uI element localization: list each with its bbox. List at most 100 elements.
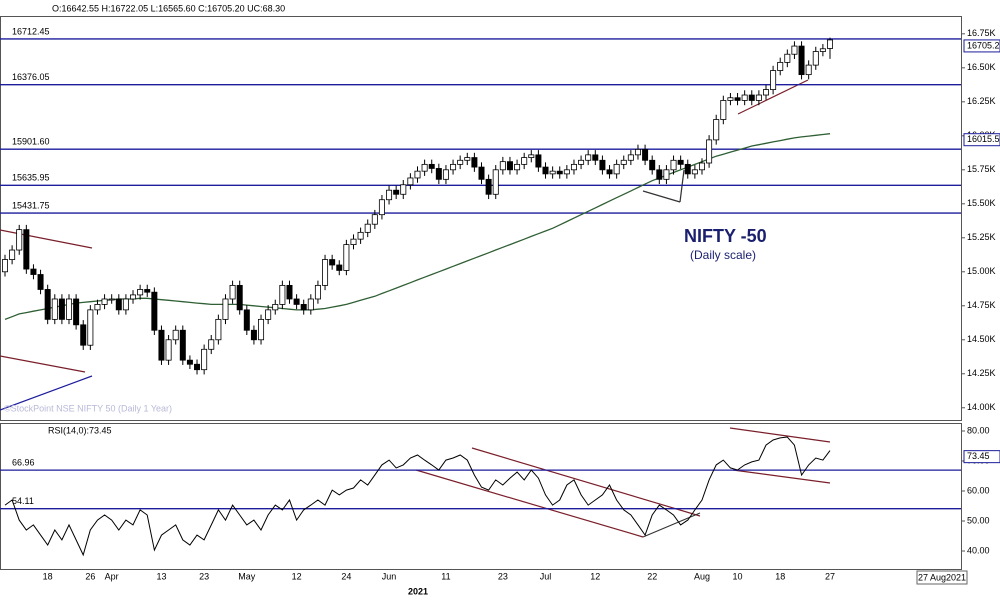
trend-lines	[0, 79, 831, 538]
candle-body	[414, 170, 421, 179]
trend-line	[737, 79, 809, 115]
candle-body	[108, 298, 115, 301]
candle-body	[770, 70, 777, 90]
date-badge-box	[916, 570, 968, 585]
chart-subtitle: (Daily scale)	[690, 248, 756, 262]
y-tick-label: 60.00	[967, 485, 990, 495]
level-label: 15431.75	[12, 200, 50, 210]
candle-body	[691, 169, 698, 175]
candle-body	[748, 94, 755, 101]
candle-body	[734, 97, 741, 101]
last-price-badge: 16705.2	[967, 40, 1000, 50]
candle-body	[378, 199, 385, 216]
candle-body	[307, 298, 314, 311]
candle-body	[499, 161, 506, 171]
candle-body	[371, 214, 378, 225]
ohlc-header: O:16642.55 H:16722.05 L:16565.60 C:16705…	[52, 3, 285, 13]
candle-body	[16, 229, 23, 251]
candle-body	[464, 157, 471, 161]
level-label: 16712.45	[12, 26, 50, 36]
x-tick-label: 10	[733, 571, 743, 581]
candle-body	[819, 48, 826, 52]
candle-body	[144, 289, 151, 293]
x-tick-label: 18	[43, 571, 53, 581]
candle-body	[229, 284, 236, 300]
candle-body	[570, 163, 577, 171]
candle-body	[606, 169, 613, 175]
candle-body	[521, 157, 528, 165]
candle-body	[784, 53, 791, 63]
candle-body	[556, 170, 563, 175]
candle-body	[435, 168, 442, 180]
candle-body	[343, 244, 350, 271]
ma-badge: 16015.5	[967, 134, 1000, 144]
candle-body	[94, 304, 101, 311]
candle-body	[428, 163, 435, 169]
x-tick-label: 23	[498, 571, 508, 581]
level-label: 15635.95	[12, 173, 50, 183]
candle-body	[357, 231, 364, 240]
x-tick-label: 11	[441, 571, 450, 581]
y-tick-label: 16.25K	[967, 96, 996, 106]
price-pane	[0, 16, 962, 421]
candle-body	[115, 298, 122, 311]
candle-body	[563, 169, 570, 175]
candle-body	[158, 329, 165, 361]
candle-body	[542, 166, 549, 175]
candle-body	[528, 154, 535, 158]
candle-body	[478, 166, 485, 180]
x-tick-label: 13	[156, 571, 166, 581]
x-tick-label: 27	[825, 571, 835, 581]
moving-average	[4, 133, 831, 321]
rsi-line	[4, 436, 831, 557]
candle-body	[827, 39, 834, 49]
candle-body	[80, 324, 87, 346]
trend-line	[0, 229, 93, 249]
candle-body	[165, 339, 172, 361]
level-label: 16376.05	[12, 72, 50, 82]
candle-body	[698, 162, 705, 171]
ma-badge-box	[963, 133, 1000, 147]
candle-body	[535, 154, 542, 168]
candle-body	[201, 348, 208, 371]
candle-body	[258, 318, 265, 341]
candle-body	[400, 184, 407, 195]
trend-line	[0, 375, 93, 411]
x-year: 2021	[408, 586, 428, 596]
candle-body	[514, 163, 521, 171]
candle-body	[37, 274, 44, 290]
rsi-pane	[0, 423, 962, 570]
candle-body	[44, 289, 51, 320]
y-tick-label: 14.25K	[967, 368, 996, 378]
candle-body	[649, 159, 656, 171]
candle-body	[222, 298, 229, 320]
candle-body	[286, 284, 293, 300]
candle-body	[350, 238, 357, 245]
level-label: 66.96	[12, 457, 35, 467]
y-tick-label: 16.50K	[967, 62, 996, 72]
candle-body	[549, 170, 556, 175]
x-tick-label: 26	[85, 571, 95, 581]
candle-body	[322, 259, 329, 286]
y-tick-label: 14.50K	[967, 334, 996, 344]
candle-body	[172, 329, 179, 341]
x-tick-label: 24	[341, 571, 351, 581]
y-tick-label: 15.75K	[967, 164, 996, 174]
x-tick-label: 23	[199, 571, 209, 581]
candle-body	[137, 289, 144, 296]
candle-body	[250, 329, 257, 341]
candle-body	[186, 359, 193, 365]
trend-line	[679, 169, 685, 203]
y-tick-label: 15.50K	[967, 198, 996, 208]
candle-body	[620, 159, 627, 165]
rsi-label: RSI(14,0):73.45	[48, 425, 112, 435]
y-tick-label: 15.00K	[967, 266, 996, 276]
candle-body	[599, 159, 606, 171]
candle-body	[798, 45, 805, 76]
candle-body	[442, 169, 449, 180]
y-tick-label: 14.00K	[967, 402, 996, 412]
candle-body	[706, 139, 713, 164]
candle-body	[613, 163, 620, 175]
y-tick-label: 40.00	[967, 545, 990, 555]
